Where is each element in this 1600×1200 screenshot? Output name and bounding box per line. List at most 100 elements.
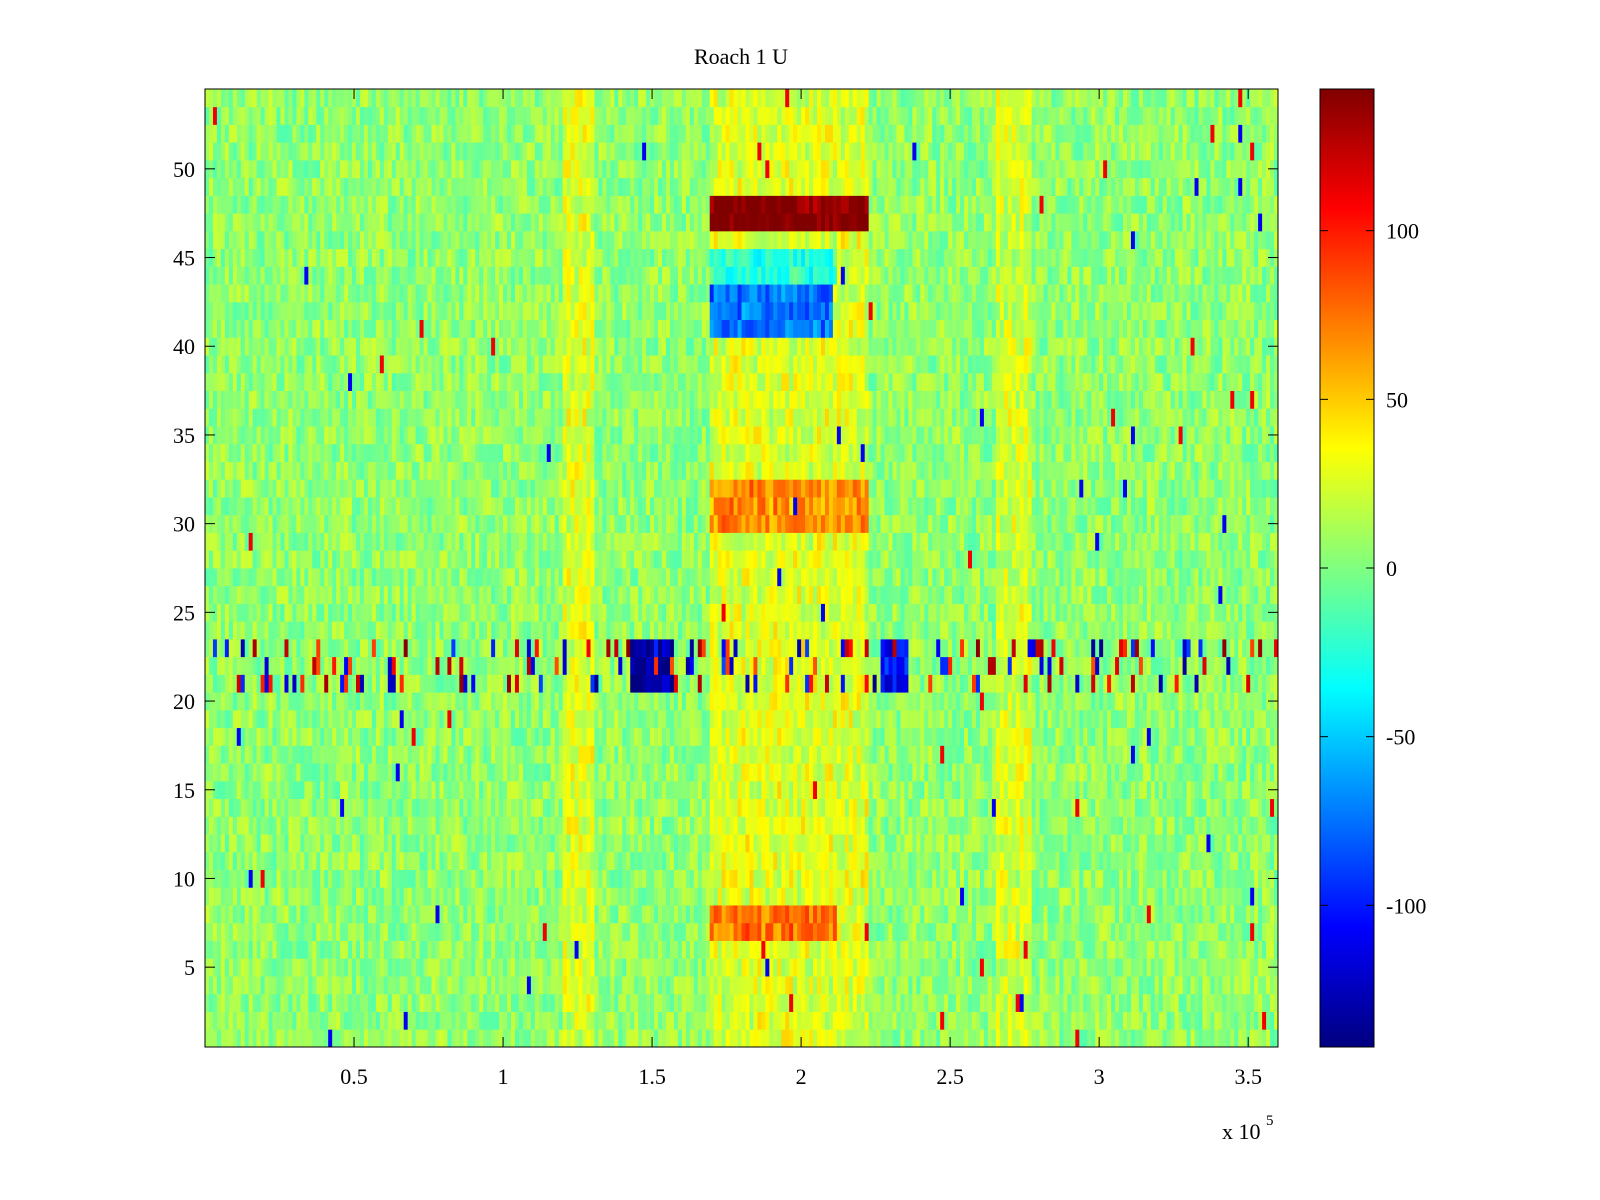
heatmap-cell — [892, 976, 897, 995]
heatmap-cell — [1087, 780, 1092, 800]
heatmap-cell — [916, 1011, 921, 1030]
heatmap-cell — [371, 869, 377, 888]
heatmap-cell — [928, 869, 933, 888]
heatmap-cell — [407, 905, 413, 924]
heatmap-cell — [554, 922, 560, 941]
heatmap-cell — [574, 976, 579, 995]
heatmap-cell — [1198, 887, 1203, 906]
heatmap-cell — [1190, 993, 1195, 1012]
heatmap-cell — [534, 922, 540, 941]
heatmap-cell — [1011, 816, 1017, 835]
heatmap-cell — [566, 727, 572, 746]
heatmap-cell — [324, 709, 329, 729]
heatmap-cell — [312, 834, 317, 853]
heatmap-cell — [832, 798, 838, 817]
heatmap-cell — [443, 727, 448, 746]
heatmap-cell — [522, 940, 528, 959]
heatmap-cell — [511, 798, 516, 817]
heatmap-cell — [952, 976, 957, 995]
heatmap-cell — [733, 958, 738, 977]
heatmap-cell — [964, 816, 969, 835]
heatmap-cell — [717, 780, 723, 800]
heatmap-cell — [439, 763, 444, 782]
heatmap-cell — [964, 763, 969, 782]
heatmap-cell — [479, 798, 484, 817]
heatmap-cell — [1258, 798, 1263, 817]
heatmap-cell — [558, 780, 564, 800]
heatmap-cell — [1166, 922, 1172, 941]
heatmap-cell — [1246, 958, 1251, 977]
heatmap-cell — [1059, 869, 1064, 888]
heatmap-cell — [511, 887, 516, 906]
heatmap-cell — [1226, 834, 1231, 853]
heatmap-cell — [777, 816, 782, 835]
heatmap-cell — [590, 887, 595, 906]
heatmap-cell — [395, 887, 401, 906]
heatmap-cell — [1123, 763, 1128, 782]
heatmap-cell — [308, 834, 313, 853]
heatmap-cell — [1091, 798, 1096, 817]
heatmap-cell — [447, 780, 452, 800]
heatmap-cell — [1130, 993, 1136, 1012]
heatmap-cell — [805, 976, 810, 995]
heatmap-cell — [844, 763, 850, 782]
heatmap-cell — [411, 816, 417, 835]
heatmap-cell — [1274, 1029, 1279, 1048]
heatmap-cell — [252, 922, 258, 941]
heatmap-cell — [256, 851, 262, 870]
heatmap-cell — [395, 993, 401, 1012]
heatmap-cell — [550, 887, 556, 906]
heatmap-cell — [1254, 958, 1259, 977]
heatmap-cell — [991, 763, 997, 782]
heatmap-cell — [598, 940, 603, 959]
heatmap-cell — [1210, 958, 1215, 977]
heatmap-cell — [1023, 851, 1029, 870]
heatmap-cell — [650, 993, 655, 1012]
heatmap-cell — [212, 780, 218, 800]
heatmap-cell — [662, 816, 667, 835]
heatmap-cell — [1126, 834, 1132, 853]
heatmap-cell — [697, 869, 703, 888]
heatmap-cell — [288, 798, 293, 817]
heatmap-cell — [399, 940, 405, 959]
heatmap-cell — [757, 993, 762, 1012]
heatmap-cell — [328, 922, 333, 941]
heatmap-cell — [820, 922, 826, 941]
heatmap-cell — [840, 905, 846, 924]
heatmap-cell — [809, 1011, 814, 1030]
heatmap-cell — [328, 869, 333, 888]
heatmap-cell — [1194, 940, 1199, 959]
heatmap-cell — [336, 958, 341, 977]
heatmap-cell — [1059, 1011, 1064, 1030]
heatmap-cell — [1087, 798, 1092, 817]
heatmap-cell — [638, 922, 643, 941]
heatmap-cell — [455, 869, 460, 888]
heatmap-cell — [789, 922, 794, 941]
heatmap-cell — [383, 905, 389, 924]
heatmap-cell — [662, 887, 667, 906]
heatmap-cell — [288, 834, 293, 853]
heatmap-cell — [459, 745, 464, 764]
heatmap-cell — [606, 780, 611, 800]
heatmap-cell — [471, 905, 476, 924]
heatmap-cell — [1134, 905, 1140, 924]
heatmap-cell — [1087, 905, 1092, 924]
heatmap-cell — [344, 780, 349, 800]
heatmap-cell — [487, 887, 492, 906]
heatmap-cell — [1023, 727, 1029, 746]
heatmap-cell — [936, 727, 941, 746]
heatmap-cell — [769, 798, 774, 817]
heatmap-cell — [614, 816, 619, 835]
heatmap-cell — [662, 1029, 667, 1048]
heatmap-cell — [383, 709, 389, 729]
heatmap-cell — [733, 798, 738, 817]
heatmap-cell — [1266, 922, 1271, 941]
heatmap-cell — [224, 745, 230, 764]
heatmap-cell — [725, 851, 730, 870]
heatmap-cell — [594, 1011, 599, 1030]
heatmap-cell — [320, 727, 325, 746]
heatmap-cell — [856, 993, 862, 1012]
heatmap-cell — [240, 905, 246, 924]
heatmap-cell — [236, 993, 242, 1012]
heatmap-cell — [1198, 1011, 1203, 1030]
